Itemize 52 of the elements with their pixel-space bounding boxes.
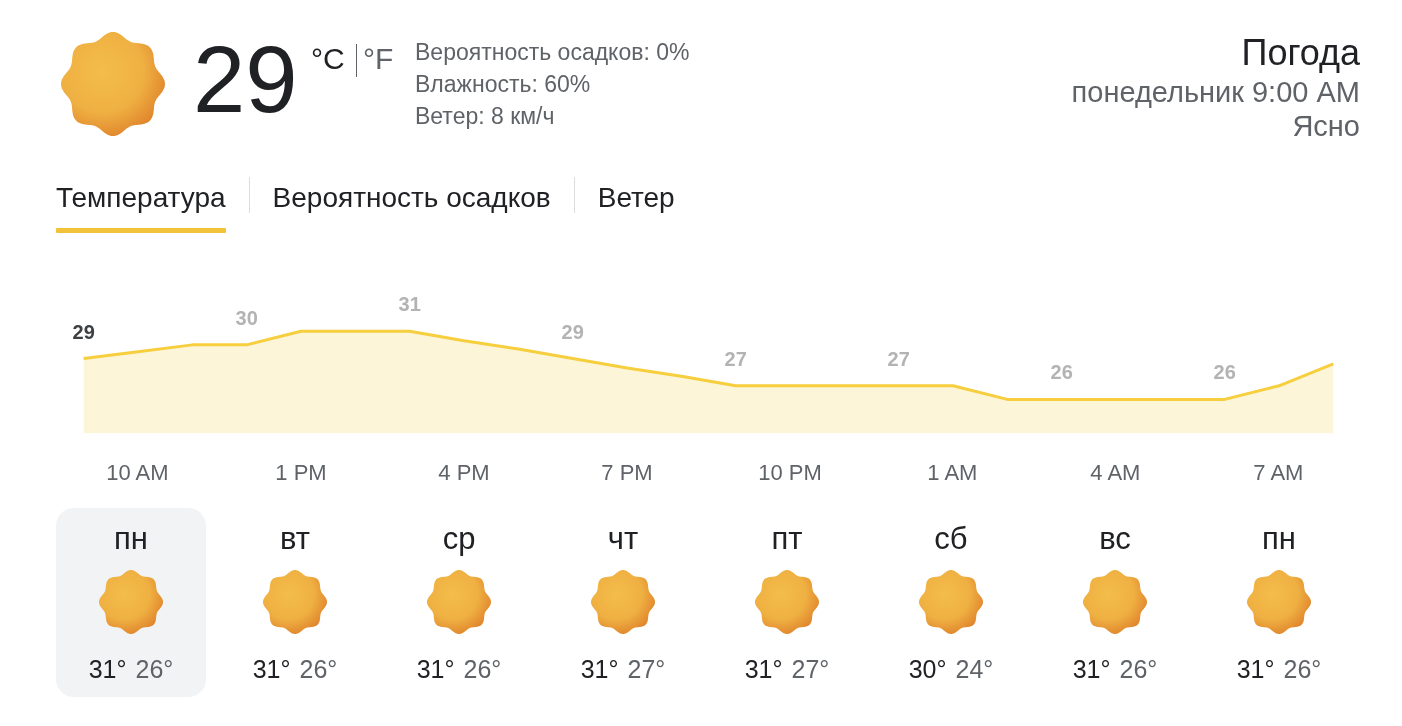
annotation: 27°: [791, 655, 830, 684]
annotation: 26°: [463, 655, 502, 684]
text: °F: [363, 41, 394, 75]
x-tick-label: 7 PM: [601, 459, 653, 485]
annotation: 24°: [955, 655, 994, 684]
x-tick-label: 4 AM: [1090, 459, 1141, 485]
annotation: 30°: [908, 655, 947, 684]
text: °C: [311, 41, 345, 75]
annotation: сб: [934, 520, 968, 556]
annotation: 31°: [580, 655, 619, 684]
annotation: вс: [1099, 520, 1131, 556]
x-tick-label: 7 AM: [1253, 459, 1304, 485]
x-tick-label: 10 AM: [106, 459, 169, 485]
annotation: 26°: [1119, 655, 1158, 684]
text: Ветер: 8 км/ч: [415, 102, 555, 129]
annotation: ср: [442, 520, 476, 556]
data-label: 30: [235, 306, 258, 329]
annotation: 31°: [1072, 655, 1111, 684]
annotation: 31°: [88, 655, 127, 684]
text: 29: [193, 27, 298, 133]
text: Ясно: [1292, 109, 1360, 142]
annotation: чт: [607, 520, 639, 556]
text: Вероятность осадков: [272, 182, 551, 214]
text: Ветер: [597, 182, 675, 214]
data-label: 29: [72, 320, 95, 343]
data-label: 31: [398, 293, 421, 316]
data-label: 27: [724, 347, 747, 370]
annotation: вт: [280, 520, 310, 556]
annotation: 31°: [744, 655, 783, 684]
annotation: 31°: [1236, 655, 1275, 684]
x-tick-label: 1 PM: [275, 459, 327, 485]
annotation: 27°: [627, 655, 666, 684]
data-label: 29: [561, 320, 584, 343]
data-label: 27: [887, 347, 910, 370]
annotation: пт: [771, 520, 803, 556]
data-label: 26: [1213, 361, 1236, 384]
chart-subtitle: понедельник 9:00 AM: [1071, 75, 1360, 108]
x-tick-label: 4 PM: [438, 459, 490, 485]
chart-title: Погода: [1241, 31, 1360, 73]
text: Температура: [56, 182, 226, 214]
annotation: 26°: [135, 655, 174, 684]
text: Влажность: 60%: [415, 70, 591, 97]
annotation: 26°: [1283, 655, 1322, 684]
x-tick-label: 1 AM: [927, 459, 978, 485]
annotation: 31°: [416, 655, 455, 684]
x-tick-label: 10 PM: [758, 459, 822, 485]
annotation: пн: [114, 520, 148, 556]
annotation: 31°: [252, 655, 291, 684]
annotation: пн: [1262, 520, 1296, 556]
text: Вероятность осадков: 0%: [415, 38, 690, 65]
data-label: 26: [1050, 361, 1073, 384]
annotation: 26°: [299, 655, 338, 684]
